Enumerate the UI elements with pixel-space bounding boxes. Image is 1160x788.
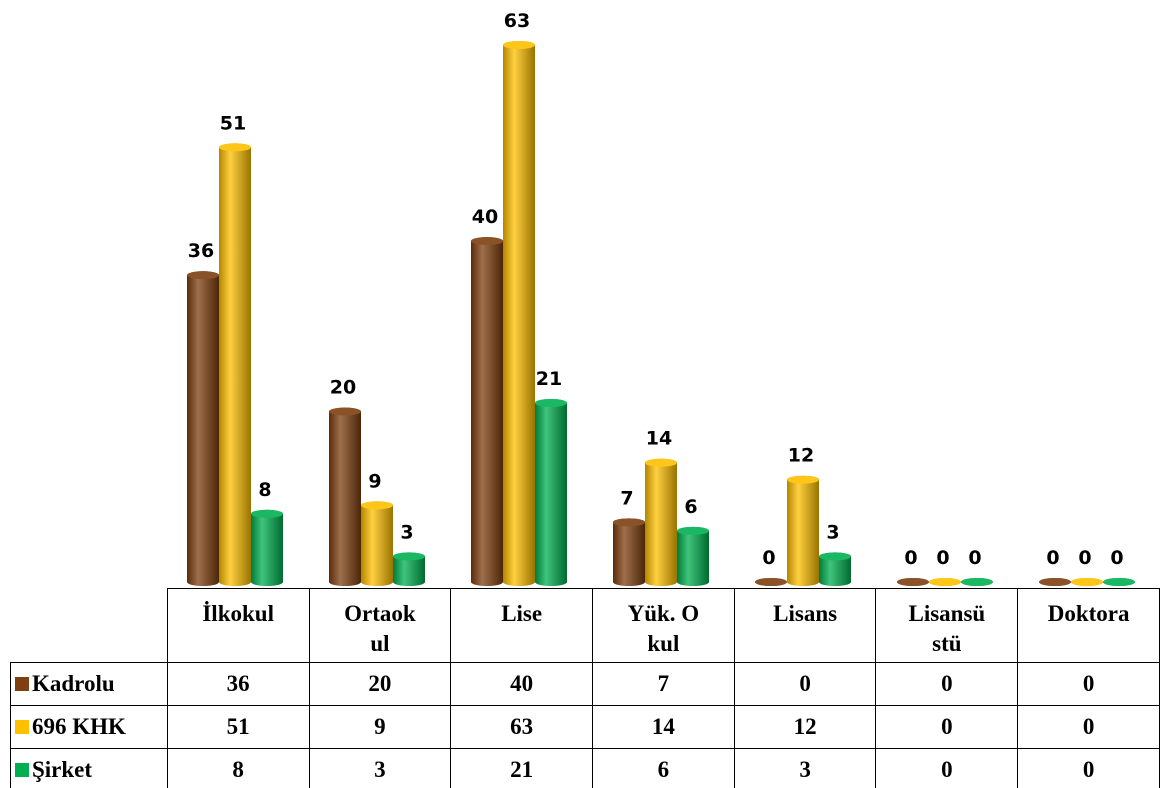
bar [393, 552, 425, 586]
table-value: 36 [166, 662, 310, 706]
bar [471, 237, 503, 587]
bar [535, 399, 567, 586]
table-value: 0 [1017, 748, 1160, 788]
data-label: 0 [968, 547, 981, 569]
bar [329, 407, 361, 586]
bar-top [961, 578, 993, 586]
bar [503, 41, 535, 586]
bar [787, 475, 819, 586]
bar [645, 458, 677, 586]
bar-top [187, 271, 219, 280]
bar-top [471, 237, 503, 246]
data-label: 63 [504, 10, 530, 32]
bar-top [897, 578, 929, 586]
data-label: 8 [258, 479, 271, 501]
table-value: 6 [592, 748, 735, 788]
legend-label: 696 KHK [32, 714, 126, 739]
data-label: 0 [1110, 547, 1123, 569]
table-value: 3 [733, 748, 877, 788]
bar-top [361, 501, 393, 510]
bar-top [787, 475, 819, 484]
bar-top [219, 143, 251, 152]
bar-top [929, 578, 961, 586]
data-label: 0 [936, 547, 949, 569]
category-label: Doktora [1047, 601, 1130, 626]
table-value: 0 [733, 662, 877, 706]
bar-top [755, 578, 787, 586]
legend-key [15, 763, 29, 777]
table-value: 40 [450, 662, 594, 706]
data-label: 20 [330, 377, 356, 399]
bar [219, 143, 251, 587]
category-label: Lise [501, 601, 543, 626]
bar [251, 509, 283, 586]
data-label: 6 [684, 496, 697, 518]
table-value: 9 [308, 705, 452, 749]
data-label: 7 [620, 487, 633, 509]
category-label: Lisansüstü [908, 601, 986, 656]
bar-top [613, 518, 645, 527]
data-label: 0 [1078, 547, 1091, 569]
bar-top [393, 552, 425, 561]
table-value: 21 [450, 748, 594, 788]
bar [187, 271, 219, 586]
legend-label: Kadrolu [32, 671, 115, 696]
data-label: 51 [220, 112, 246, 134]
data-label: 0 [1046, 547, 1059, 569]
data-label: 0 [762, 547, 775, 569]
legend-label: Şirket [32, 757, 93, 782]
table-value: 7 [592, 662, 735, 706]
bar-top [677, 526, 709, 535]
data-label: 0 [904, 547, 917, 569]
data-label: 3 [826, 521, 839, 543]
legend-key [15, 677, 29, 691]
bar [819, 552, 851, 586]
category-label: Lisans [773, 601, 838, 626]
bar-top [1103, 578, 1135, 586]
data-label: 36 [188, 240, 214, 262]
data-label: 9 [368, 470, 381, 492]
data-label: 12 [788, 445, 814, 467]
bar-top [503, 41, 535, 49]
bar-top [645, 458, 677, 467]
bar [677, 526, 709, 586]
table-value: 8 [166, 748, 310, 788]
bar-top [819, 552, 851, 561]
table-value: 20 [308, 662, 452, 706]
bar [613, 518, 645, 586]
category-label: İlkokul [202, 601, 274, 626]
table-value: 0 [1017, 662, 1160, 706]
table-value: 0 [875, 662, 1019, 706]
table-value: 3 [308, 748, 452, 788]
data-table: İlkokul Ortaokul Lise Yük. Okul Lisans Lisans… [10, 588, 1160, 788]
table-value: 0 [875, 705, 1019, 749]
table-value: 51 [166, 705, 310, 749]
table-value: 63 [450, 705, 594, 749]
data-label: 40 [472, 206, 498, 228]
category-label: Yük. Okul [627, 601, 700, 656]
category-label: Ortaokul [344, 601, 416, 656]
table-value: 0 [1017, 705, 1160, 749]
table-value: 14 [592, 705, 735, 749]
data-label: 21 [536, 368, 562, 390]
data-label: 3 [400, 521, 413, 543]
bar-top [251, 509, 283, 518]
bar [361, 501, 393, 586]
bar-top [1071, 578, 1103, 586]
data-label: 14 [646, 428, 672, 450]
bar-top [1039, 578, 1071, 586]
bar-top [535, 399, 567, 407]
table-value: 12 [733, 705, 877, 749]
bar-top [329, 407, 361, 416]
table-value: 0 [875, 748, 1019, 788]
legend-key [15, 720, 29, 734]
